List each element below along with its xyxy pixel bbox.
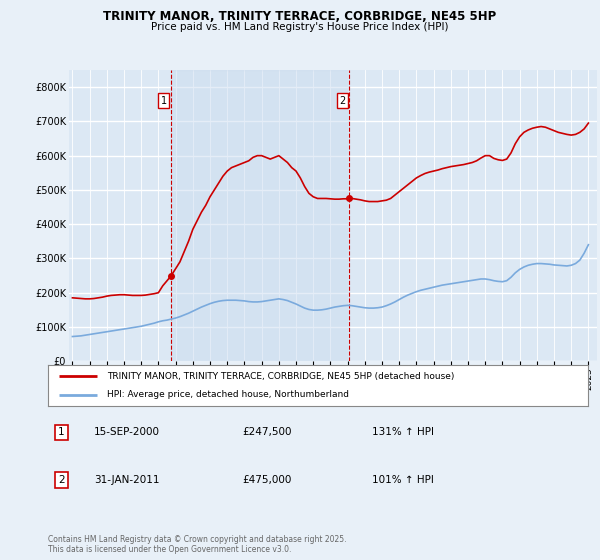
Text: 15-SEP-2000: 15-SEP-2000 (94, 427, 160, 437)
Text: £247,500: £247,500 (242, 427, 292, 437)
Text: 131% ↑ HPI: 131% ↑ HPI (372, 427, 434, 437)
Text: 31-JAN-2011: 31-JAN-2011 (94, 475, 160, 484)
Text: TRINITY MANOR, TRINITY TERRACE, CORBRIDGE, NE45 5HP: TRINITY MANOR, TRINITY TERRACE, CORBRIDG… (103, 10, 497, 23)
Text: Price paid vs. HM Land Registry's House Price Index (HPI): Price paid vs. HM Land Registry's House … (151, 22, 449, 32)
Text: 1: 1 (58, 427, 65, 437)
Text: TRINITY MANOR, TRINITY TERRACE, CORBRIDGE, NE45 5HP (detached house): TRINITY MANOR, TRINITY TERRACE, CORBRIDG… (107, 372, 455, 381)
Text: 1: 1 (161, 96, 167, 106)
Text: Contains HM Land Registry data © Crown copyright and database right 2025.
This d: Contains HM Land Registry data © Crown c… (48, 535, 347, 554)
Text: 2: 2 (339, 96, 345, 106)
Text: 2: 2 (58, 475, 65, 484)
Text: HPI: Average price, detached house, Northumberland: HPI: Average price, detached house, Nort… (107, 390, 349, 399)
Bar (170, 70, 349, 361)
Text: £475,000: £475,000 (242, 475, 292, 484)
Text: 101% ↑ HPI: 101% ↑ HPI (372, 475, 434, 484)
